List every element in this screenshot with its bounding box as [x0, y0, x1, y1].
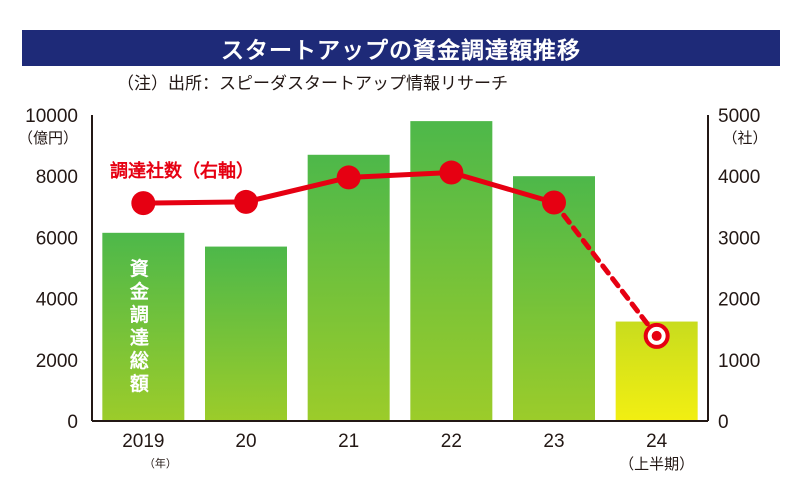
bar-series-label-char: 金	[129, 280, 150, 303]
right-tick-label: 3000	[718, 228, 760, 249]
x-tick-label: 22	[441, 431, 462, 452]
right-tick-label: 0	[718, 412, 729, 433]
x-tick-label: 2019	[122, 431, 164, 452]
title-banner: スタートアップの資金調達額推移	[22, 30, 780, 66]
bar-20	[205, 246, 287, 421]
right-tick-label: 4000	[718, 167, 760, 188]
x-last-sub-label: （上半期）	[619, 455, 694, 473]
left-tick-label: 10000	[25, 106, 78, 127]
line-point	[542, 190, 566, 215]
x-tick-label: 24	[646, 431, 668, 452]
bar-series-label-char: 資	[130, 257, 149, 280]
line-point	[131, 191, 156, 216]
left-tick-label: 2000	[36, 351, 78, 372]
bar-23	[513, 176, 595, 421]
x-tick-label: 23	[543, 431, 564, 452]
bar-series-label-char: 額	[130, 372, 149, 395]
x-tick-label: 21	[338, 431, 359, 452]
bar-series-label-char: 調	[130, 303, 149, 326]
x-axis-unit: （年）	[144, 456, 177, 470]
right-tick-label: 2000	[718, 290, 760, 311]
bar-2019	[102, 232, 185, 421]
source-note: （注）出所：スピーダスタートアップ情報リサーチ	[117, 74, 508, 94]
line-point-partial	[651, 330, 662, 341]
x-tick-label: 20	[235, 431, 256, 452]
left-tick-label: 8000	[36, 167, 78, 188]
line-point	[439, 160, 464, 185]
left-tick-label: 4000	[36, 290, 78, 311]
line-point	[234, 189, 258, 214]
right-axis-unit: （社）	[722, 129, 767, 147]
bar-series-label-char: 総	[130, 349, 149, 372]
left-tick-label: 6000	[36, 228, 78, 249]
bar-series-label-char: 達	[130, 326, 149, 349]
right-tick-label: 1000	[718, 351, 760, 372]
line-series-dashed	[551, 200, 660, 339]
chart-title: スタートアップの資金調達額推移	[221, 38, 581, 64]
line-series-label: 調達社数（右軸）	[110, 160, 254, 182]
bar-21	[307, 154, 390, 421]
left-axis-unit: （億円）	[18, 129, 78, 147]
right-tick-label: 5000	[718, 106, 760, 127]
line-point	[336, 165, 361, 190]
left-tick-label: 0	[67, 412, 78, 433]
